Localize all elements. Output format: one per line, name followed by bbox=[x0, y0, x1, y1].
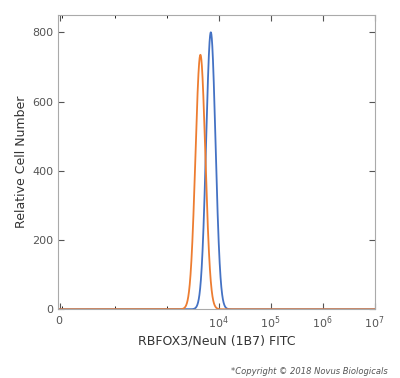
X-axis label: RBFOX3/NeuN (1B7) FITC: RBFOX3/NeuN (1B7) FITC bbox=[138, 335, 295, 348]
Text: *Copyright © 2018 Novus Biologicals: *Copyright © 2018 Novus Biologicals bbox=[231, 367, 388, 376]
Y-axis label: Relative Cell Number: Relative Cell Number bbox=[15, 96, 28, 228]
